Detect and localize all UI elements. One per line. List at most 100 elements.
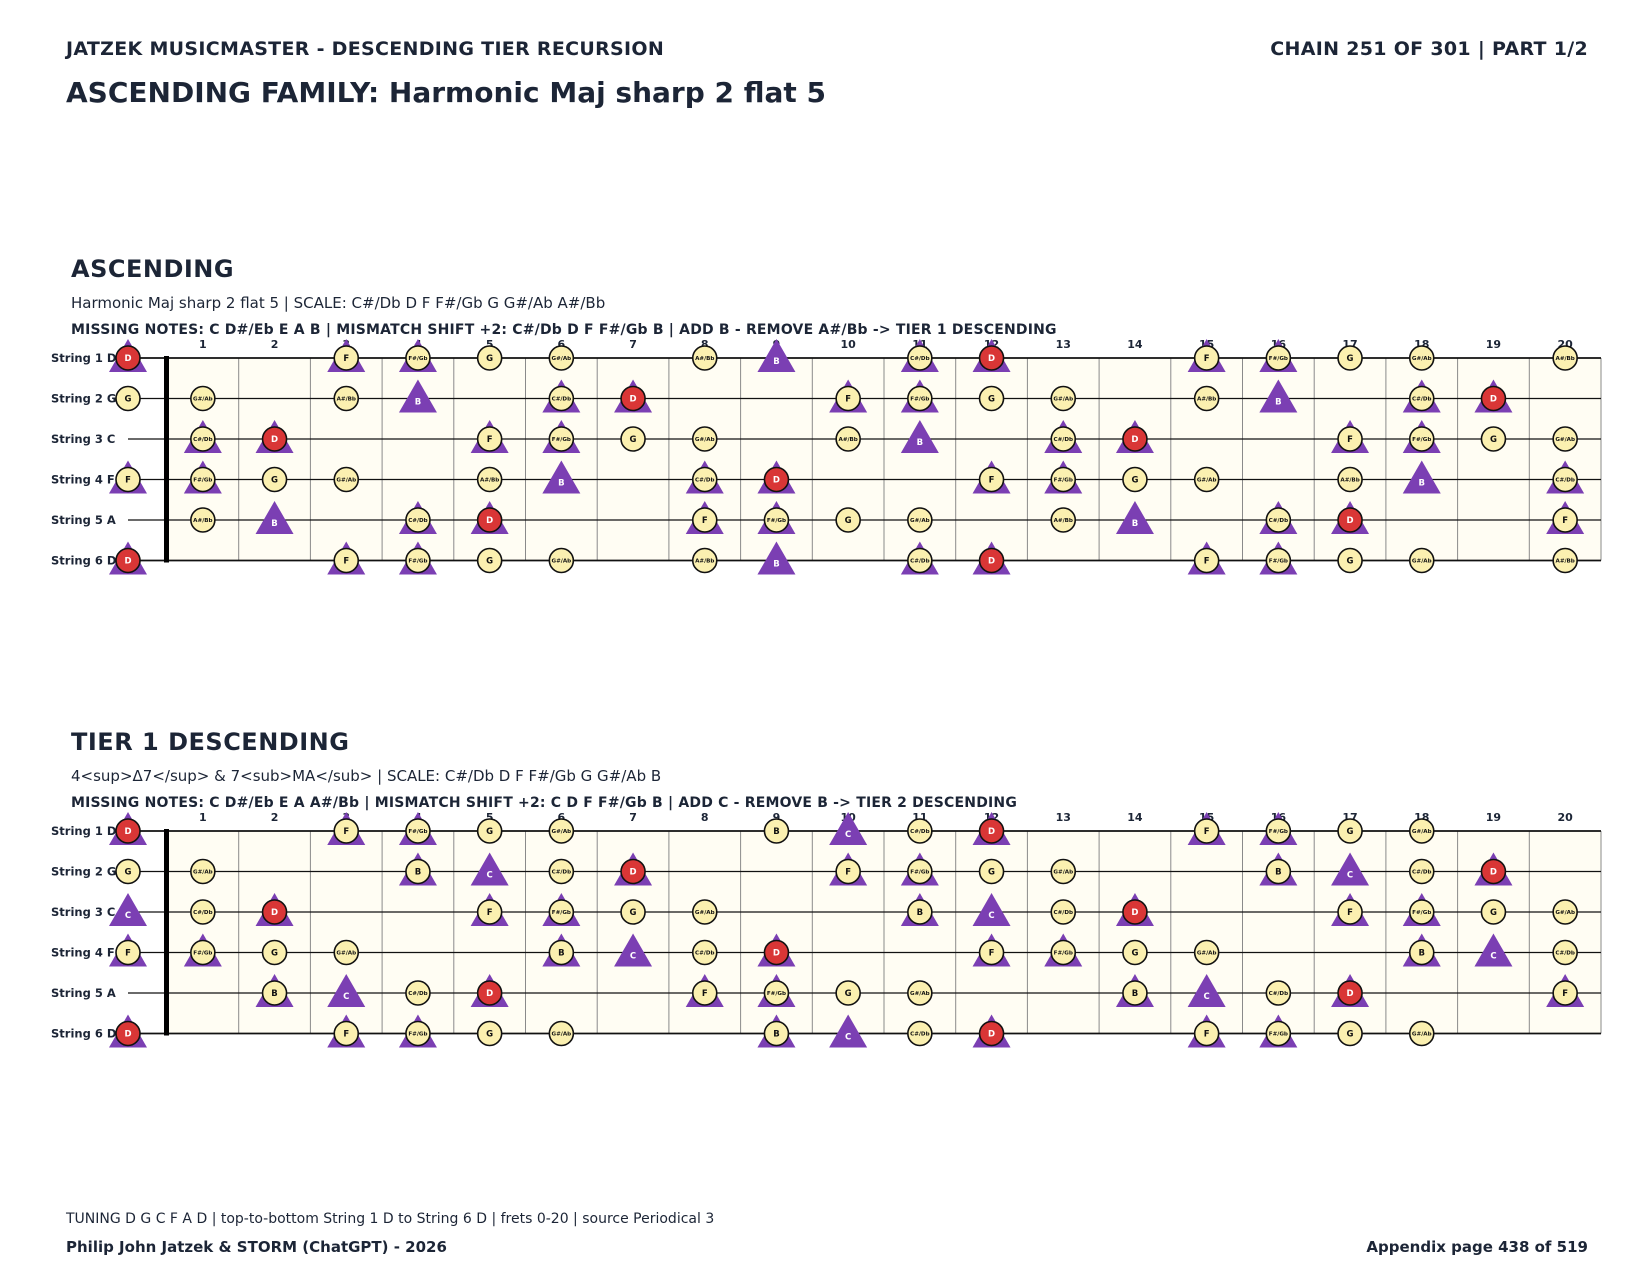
note-marker: G xyxy=(1337,547,1363,574)
note-marker: F#/Gb xyxy=(1050,466,1077,493)
svg-text:C#/Db: C#/Db xyxy=(408,518,427,524)
note-marker: F xyxy=(1193,818,1220,844)
note-marker: F#/Gb xyxy=(548,899,575,925)
svg-text:C#/Db: C#/Db xyxy=(1054,910,1073,916)
svg-text:F#/Gb: F#/Gb xyxy=(408,356,427,362)
note-marker: C#/Db xyxy=(190,426,216,452)
note-marker: B xyxy=(261,980,288,1006)
note-marker: C#/Db xyxy=(190,899,216,925)
note-marker: G xyxy=(620,899,646,925)
note-marker: G#/Ab xyxy=(548,345,575,371)
note-marker: F xyxy=(691,980,718,1006)
footer-page: Appendix page 438 of 519 xyxy=(1366,1238,1588,1256)
note-marker: F#/Gb xyxy=(907,385,933,412)
note-marker: G#/Ab xyxy=(1408,1020,1435,1047)
note-marker: F xyxy=(835,858,861,885)
note-marker: F xyxy=(1193,345,1220,371)
triangle-marker: C xyxy=(327,974,366,1007)
svg-text:D: D xyxy=(988,354,995,364)
note-marker: G xyxy=(476,345,503,371)
note-marker: C#/Db xyxy=(907,1020,933,1047)
note-marker: C#/Db xyxy=(907,345,933,371)
note-marker: F#/Gb xyxy=(1265,345,1292,371)
note-marker: F xyxy=(115,466,141,493)
svg-text:C: C xyxy=(845,830,851,840)
root-note-marker: D xyxy=(1122,426,1148,452)
svg-text:G#/Ab: G#/Ab xyxy=(336,478,356,484)
note-marker: C#/Db xyxy=(1050,426,1077,452)
string-label: String 4 F xyxy=(51,946,115,960)
triangle-marker: B xyxy=(1115,501,1154,534)
svg-text:G#/Ab: G#/Ab xyxy=(1053,397,1073,403)
svg-text:G: G xyxy=(1131,949,1138,959)
triangle-marker: B xyxy=(255,501,294,534)
svg-text:F#/Gb: F#/Gb xyxy=(910,397,929,403)
svg-text:F: F xyxy=(702,516,708,526)
svg-text:F#/Gb: F#/Gb xyxy=(1054,951,1073,957)
svg-text:F: F xyxy=(343,1030,349,1040)
string-label: String 5 A xyxy=(51,986,116,1000)
string-label: String 6 D xyxy=(51,554,116,568)
note-marker: G#/Ab xyxy=(548,818,575,844)
svg-text:D: D xyxy=(630,868,637,878)
triangle-marker: B xyxy=(757,339,796,372)
svg-text:D: D xyxy=(988,557,995,567)
svg-text:F#/Gb: F#/Gb xyxy=(193,951,212,957)
fret-number: 10 xyxy=(840,338,856,351)
svg-text:C: C xyxy=(487,871,493,881)
note-marker: G#/Ab xyxy=(548,547,575,574)
svg-text:G#/Ab: G#/Ab xyxy=(1555,910,1575,916)
note-marker: G xyxy=(476,818,503,844)
note-marker: A#/Bb xyxy=(190,507,216,533)
note-marker: A#/Bb xyxy=(1050,507,1077,533)
note-marker: F#/Gb xyxy=(405,345,431,371)
string-label: String 3 C xyxy=(51,432,115,446)
svg-text:F: F xyxy=(487,435,493,445)
svg-text:D: D xyxy=(1131,435,1138,445)
note-marker: F xyxy=(476,899,503,925)
note-marker: F#/Gb xyxy=(548,426,575,452)
note-marker: G xyxy=(115,858,141,885)
triangle-marker: C xyxy=(1331,852,1370,886)
svg-text:B: B xyxy=(415,398,421,408)
note-marker: C#/Db xyxy=(1050,899,1077,925)
note-marker: G#/Ab xyxy=(1408,818,1435,844)
note-marker: G#/Ab xyxy=(1050,858,1077,885)
svg-text:D: D xyxy=(271,435,278,445)
svg-text:A#/Bb: A#/Bb xyxy=(695,559,714,565)
note-marker: G#/Ab xyxy=(1193,466,1220,493)
svg-text:C#/Db: C#/Db xyxy=(695,951,714,957)
svg-text:B: B xyxy=(773,1030,779,1040)
note-marker: G#/Ab xyxy=(1193,939,1220,966)
svg-text:B: B xyxy=(1419,479,1425,489)
triangle-marker: B xyxy=(1402,460,1441,494)
note-marker: F#/Gb xyxy=(907,858,933,885)
svg-text:G: G xyxy=(486,1030,493,1040)
svg-text:C#/Db: C#/Db xyxy=(910,1032,929,1038)
svg-text:B: B xyxy=(1132,989,1138,999)
note-marker: G#/Ab xyxy=(691,426,718,452)
svg-text:A#/Bb: A#/Bb xyxy=(838,437,857,443)
svg-text:F#/Gb: F#/Gb xyxy=(193,478,212,484)
note-marker: C#/Db xyxy=(548,385,575,412)
svg-text:F#/Gb: F#/Gb xyxy=(1412,437,1431,443)
svg-text:D: D xyxy=(988,827,995,837)
svg-text:D: D xyxy=(773,949,780,959)
triangle-marker: C xyxy=(829,1014,868,1048)
svg-text:B: B xyxy=(917,908,923,918)
svg-text:F#/Gb: F#/Gb xyxy=(1412,910,1431,916)
note-marker: C#/Db xyxy=(405,980,431,1006)
note-marker: G#/Ab xyxy=(1408,345,1435,371)
string-label: String 1 D xyxy=(51,824,116,838)
svg-text:G#/Ab: G#/Ab xyxy=(1412,559,1432,565)
note-marker: G xyxy=(261,939,288,966)
svg-text:C: C xyxy=(343,992,349,1002)
note-marker: C#/Db xyxy=(907,818,933,844)
note-marker: G xyxy=(620,426,646,452)
svg-text:C: C xyxy=(125,911,131,921)
fret-number: 2 xyxy=(271,338,279,351)
svg-text:B: B xyxy=(773,357,779,367)
root-note-marker: D xyxy=(620,858,646,885)
root-note-marker: D xyxy=(763,939,790,966)
svg-text:F: F xyxy=(989,949,995,959)
